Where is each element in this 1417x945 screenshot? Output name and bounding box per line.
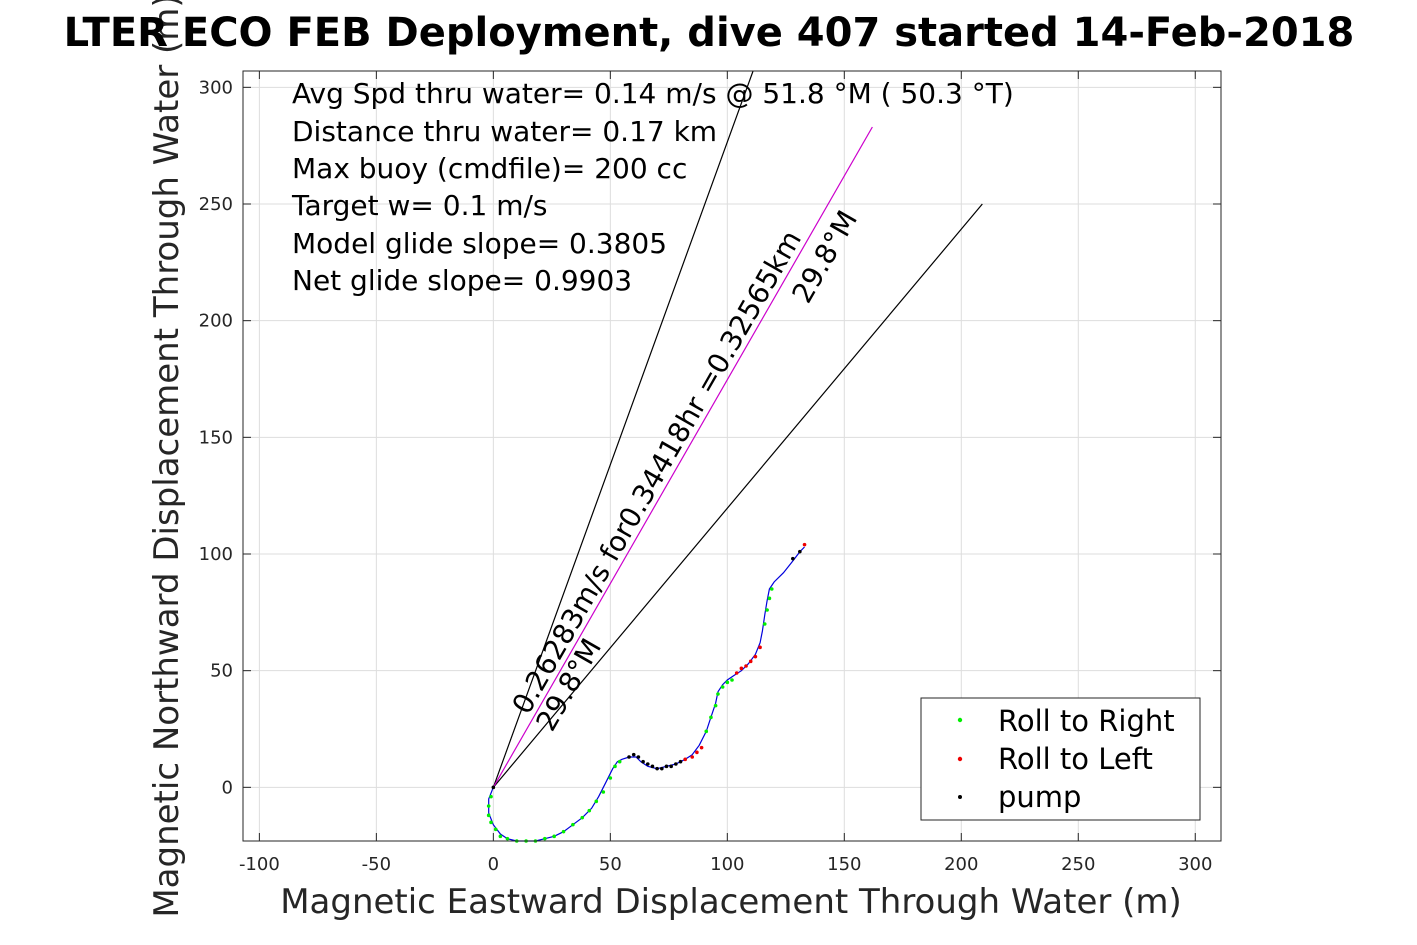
annotation-max-buoy: Max buoy (cmdfile)= 200 cc xyxy=(292,152,687,185)
point-roll-to-left xyxy=(690,755,695,759)
x-axis-label: Magnetic Eastward Displacement Through W… xyxy=(280,882,1182,922)
annotation-target-w: Target w= 0.1 m/s xyxy=(291,189,548,222)
point-roll-to-left xyxy=(695,750,699,755)
point-pump xyxy=(669,764,673,769)
point-roll-to-right xyxy=(613,764,617,769)
point-roll-to-right xyxy=(608,776,613,780)
legend-box xyxy=(920,697,1201,821)
point-pump xyxy=(655,766,659,771)
point-roll-to-right xyxy=(505,836,510,841)
legend-label-pump: pump xyxy=(998,780,1081,814)
x-tick-label: 250 xyxy=(1061,854,1095,875)
point-roll-to-left xyxy=(802,542,807,547)
point-roll-to-left xyxy=(734,671,739,675)
annotation-net-glide: Net glide slope= 0.9903 xyxy=(292,264,632,297)
point-pump xyxy=(641,759,645,764)
x-tick-label: 100 xyxy=(710,854,744,875)
point-pump xyxy=(491,785,496,790)
point-roll-to-right xyxy=(765,608,769,612)
point-roll-to-right xyxy=(561,829,566,834)
reference-line-2 xyxy=(492,126,873,788)
legend-marker-roll-right xyxy=(957,717,963,723)
point-roll-to-right xyxy=(594,799,599,804)
data-points xyxy=(486,542,807,843)
annotation-model-glide: Model glide slope= 0.3805 xyxy=(292,227,667,260)
x-tick-label: 0 xyxy=(488,854,499,875)
point-roll-to-right xyxy=(720,685,725,689)
annotation-distance: Distance thru water= 0.17 km xyxy=(292,115,717,148)
point-roll-to-right xyxy=(725,680,730,685)
y-tick-label: 0 xyxy=(222,777,233,798)
y-tick-label: 200 xyxy=(199,311,233,332)
plot-frame xyxy=(242,70,1222,842)
point-roll-to-left xyxy=(683,757,688,762)
point-roll-to-right xyxy=(587,808,592,813)
point-pump xyxy=(645,762,650,766)
point-pump xyxy=(678,759,683,764)
reference-line-0 xyxy=(492,71,754,788)
point-roll-to-right xyxy=(601,790,606,794)
point-pump xyxy=(664,764,669,769)
point-pump xyxy=(791,556,795,561)
reference-lines xyxy=(492,71,983,788)
y-tick-label: 50 xyxy=(210,661,233,682)
point-pump xyxy=(674,762,678,766)
point-roll-to-right xyxy=(543,836,547,841)
reference-line-1 xyxy=(492,203,983,788)
point-roll-to-left xyxy=(753,654,758,659)
point-pump xyxy=(627,755,631,759)
point-roll-to-right xyxy=(498,834,503,839)
stats-annotations: Avg Spd thru water= 0.14 m/s @ 51.8 °M (… xyxy=(291,77,1014,297)
x-tick-label: 200 xyxy=(944,854,978,875)
legend-marker-roll-left xyxy=(957,756,963,762)
x-tick-label: 50 xyxy=(599,854,622,875)
y-tick-label: 100 xyxy=(199,544,233,565)
legend-marker-pump xyxy=(958,795,962,799)
point-roll-to-right xyxy=(762,622,767,626)
point-roll-to-right xyxy=(552,834,556,839)
x-tick-label: -100 xyxy=(239,854,280,875)
point-roll-to-right xyxy=(486,813,491,818)
point-roll-to-left xyxy=(744,664,748,668)
y-tick-label: 150 xyxy=(199,427,233,448)
y-axis-label: Magnetic Northward Displacement Through … xyxy=(147,0,187,918)
chart-title: LTER ECO FEB Deployment, dive 407 starte… xyxy=(64,10,1355,56)
legend: Roll to Right Roll to Left pump xyxy=(920,697,1201,821)
point-roll-to-right xyxy=(493,827,498,832)
point-roll-to-right xyxy=(769,587,774,591)
point-roll-to-right xyxy=(704,729,709,734)
point-roll-to-right xyxy=(713,703,718,708)
point-roll-to-right xyxy=(489,794,493,799)
point-roll-to-left xyxy=(699,745,704,750)
point-roll-to-left xyxy=(739,666,744,671)
point-roll-to-left xyxy=(748,659,753,664)
point-roll-to-right xyxy=(730,678,734,682)
legend-label-roll-right: Roll to Right xyxy=(998,704,1175,738)
point-roll-to-right xyxy=(580,815,585,820)
annotation-avg-speed: Avg Spd thru water= 0.14 m/s @ 51.8 °M (… xyxy=(292,77,1014,110)
point-roll-to-right xyxy=(571,822,575,827)
legend-label-roll-left: Roll to Left xyxy=(998,742,1153,776)
point-pump xyxy=(798,549,802,554)
y-tick-label: 250 xyxy=(199,194,233,215)
axis-ticks: -100 -50 0 50 100 150 200 250 300 0 50 100 150 200 250… xyxy=(199,71,1221,875)
point-pump xyxy=(660,766,664,771)
point-roll-to-right xyxy=(489,820,493,825)
point-pump xyxy=(636,755,641,759)
y-tick-label: 300 xyxy=(199,77,233,98)
point-roll-to-left xyxy=(758,645,762,650)
point-pump xyxy=(650,764,655,769)
point-roll-to-right xyxy=(716,692,720,696)
point-roll-to-right xyxy=(709,715,713,720)
point-roll-to-right xyxy=(486,804,491,808)
point-roll-to-right xyxy=(617,759,622,764)
x-tick-label: 150 xyxy=(827,854,861,875)
x-tick-label: 300 xyxy=(1178,854,1212,875)
point-pump xyxy=(631,752,636,757)
point-roll-to-right xyxy=(767,596,772,601)
x-tick-label: -50 xyxy=(362,854,391,875)
